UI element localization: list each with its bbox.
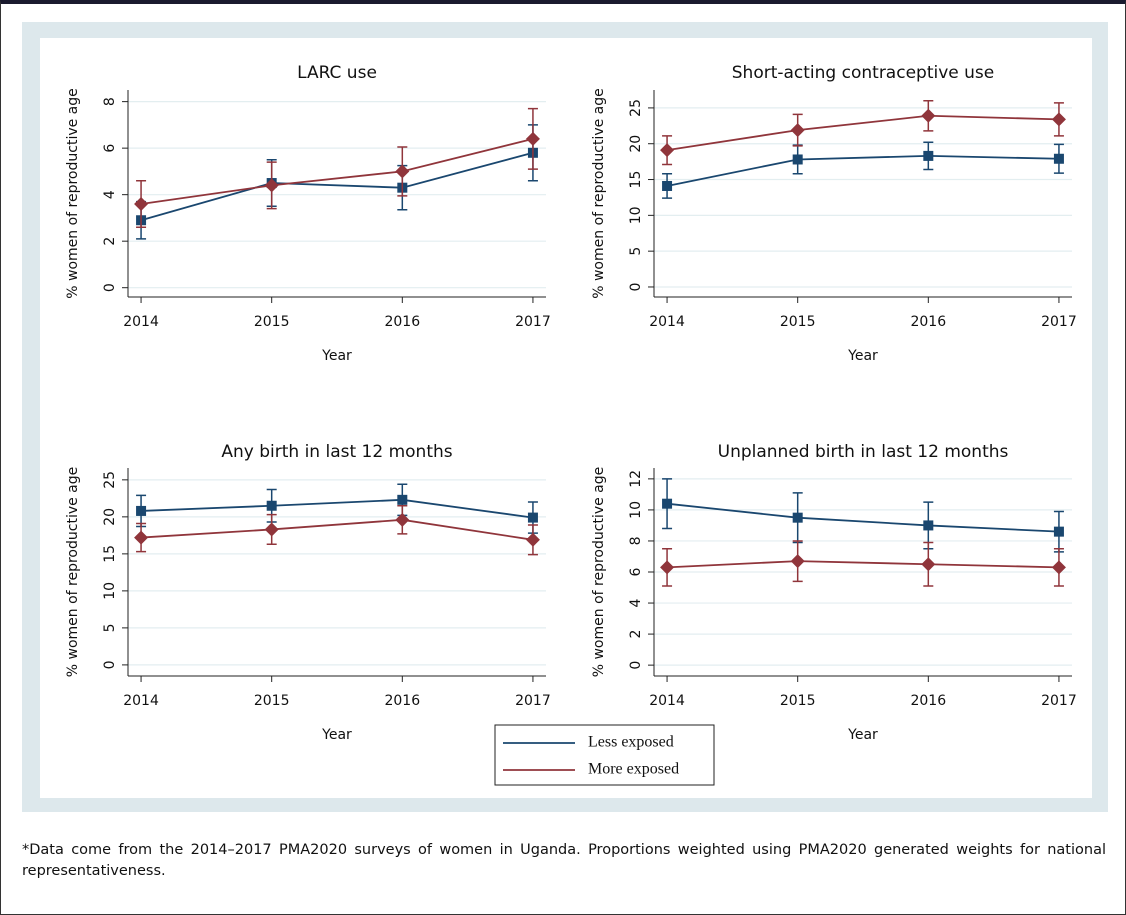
panel-title: LARC use xyxy=(297,63,377,83)
x-tick-label: 2014 xyxy=(649,693,685,709)
marker xyxy=(921,108,936,123)
y-tick-label: 0 xyxy=(628,283,644,292)
y-axis-label: % women of reproductive age xyxy=(591,88,607,299)
y-tick-label: 0 xyxy=(628,661,644,670)
x-axis-label: Year xyxy=(847,348,878,364)
y-tick-label: 8 xyxy=(102,97,118,106)
y-tick-label: 15 xyxy=(628,171,644,189)
y-tick-label: 10 xyxy=(628,206,644,224)
y-tick-label: 10 xyxy=(628,501,644,519)
y-axis-label: % women of reproductive age xyxy=(65,467,81,678)
x-tick-label: 2015 xyxy=(780,314,816,330)
x-tick-label: 2016 xyxy=(910,693,946,709)
x-tick-label: 2016 xyxy=(384,693,420,709)
marker xyxy=(662,498,673,509)
y-tick-label: 2 xyxy=(628,630,644,639)
y-axis-label: % women of reproductive age xyxy=(591,467,607,678)
x-axis-label: Year xyxy=(321,727,352,743)
marker xyxy=(395,512,410,527)
x-tick-label: 2017 xyxy=(515,693,551,709)
marker xyxy=(264,178,279,193)
marker xyxy=(660,143,675,158)
footnote: *Data come from the 2014–2017 PMA2020 su… xyxy=(22,842,1106,879)
y-tick-label: 5 xyxy=(628,247,644,256)
marker xyxy=(923,150,934,161)
legend-label: Less exposed xyxy=(588,734,674,751)
y-tick-label: 15 xyxy=(102,545,118,563)
y-tick-label: 4 xyxy=(628,599,644,608)
panel-title: Any birth in last 12 months xyxy=(221,442,452,462)
x-tick-label: 2014 xyxy=(649,314,685,330)
marker xyxy=(136,505,147,516)
marker xyxy=(527,512,538,523)
x-tick-label: 2017 xyxy=(515,314,551,330)
x-tick-label: 2017 xyxy=(1041,314,1077,330)
legend-box xyxy=(494,724,715,786)
y-tick-label: 20 xyxy=(628,135,644,153)
y-tick-label: 0 xyxy=(102,660,118,669)
marker xyxy=(1053,526,1064,537)
marker xyxy=(660,560,675,575)
marker xyxy=(921,557,936,572)
x-tick-label: 2014 xyxy=(123,314,159,330)
marker xyxy=(134,530,149,545)
series-line xyxy=(141,498,534,519)
marker xyxy=(790,123,805,138)
series-line xyxy=(667,560,1059,569)
legend-label: More exposed xyxy=(588,761,679,778)
y-tick-label: 2 xyxy=(102,237,118,246)
y-axis-label: % women of reproductive age xyxy=(65,88,81,299)
x-tick-label: 2016 xyxy=(910,314,946,330)
y-tick-label: 4 xyxy=(102,190,118,199)
y-tick-label: 12 xyxy=(628,470,644,488)
x-tick-label: 2015 xyxy=(254,314,290,330)
panel-title: Short-acting contraceptive use xyxy=(732,63,994,83)
marker xyxy=(525,532,540,547)
marker xyxy=(1051,560,1066,575)
marker xyxy=(395,164,410,179)
y-tick-label: 6 xyxy=(628,567,644,576)
marker xyxy=(792,512,803,523)
x-tick-label: 2015 xyxy=(254,693,290,709)
series-line xyxy=(666,502,1059,533)
y-tick-label: 5 xyxy=(102,623,118,632)
x-axis-label: Year xyxy=(321,348,352,364)
plot-region xyxy=(40,38,1092,798)
x-tick-label: 2017 xyxy=(1041,693,1077,709)
marker xyxy=(1053,153,1064,164)
x-tick-label: 2016 xyxy=(384,314,420,330)
y-tick-label: 25 xyxy=(628,99,644,117)
panel-title: Unplanned birth in last 12 months xyxy=(718,442,1009,462)
marker xyxy=(264,522,279,537)
marker xyxy=(397,494,408,505)
marker xyxy=(266,500,277,511)
marker xyxy=(790,554,805,569)
marker xyxy=(792,154,803,165)
y-tick-label: 0 xyxy=(102,283,118,292)
series-line xyxy=(141,518,534,541)
marker xyxy=(525,131,540,146)
marker xyxy=(923,520,934,531)
y-tick-label: 25 xyxy=(102,471,118,489)
marker xyxy=(1051,112,1066,127)
y-tick-label: 8 xyxy=(628,536,644,545)
marker xyxy=(662,180,673,191)
x-axis-label: Year xyxy=(847,727,878,743)
x-tick-label: 2015 xyxy=(780,693,816,709)
series-line xyxy=(140,137,534,205)
y-tick-label: 20 xyxy=(102,508,118,526)
y-tick-label: 10 xyxy=(102,582,118,600)
x-tick-label: 2014 xyxy=(123,693,159,709)
series-line xyxy=(666,154,1059,187)
marker xyxy=(134,196,149,211)
series-line xyxy=(666,114,1059,152)
series-line xyxy=(140,151,534,222)
y-tick-label: 6 xyxy=(102,144,118,153)
